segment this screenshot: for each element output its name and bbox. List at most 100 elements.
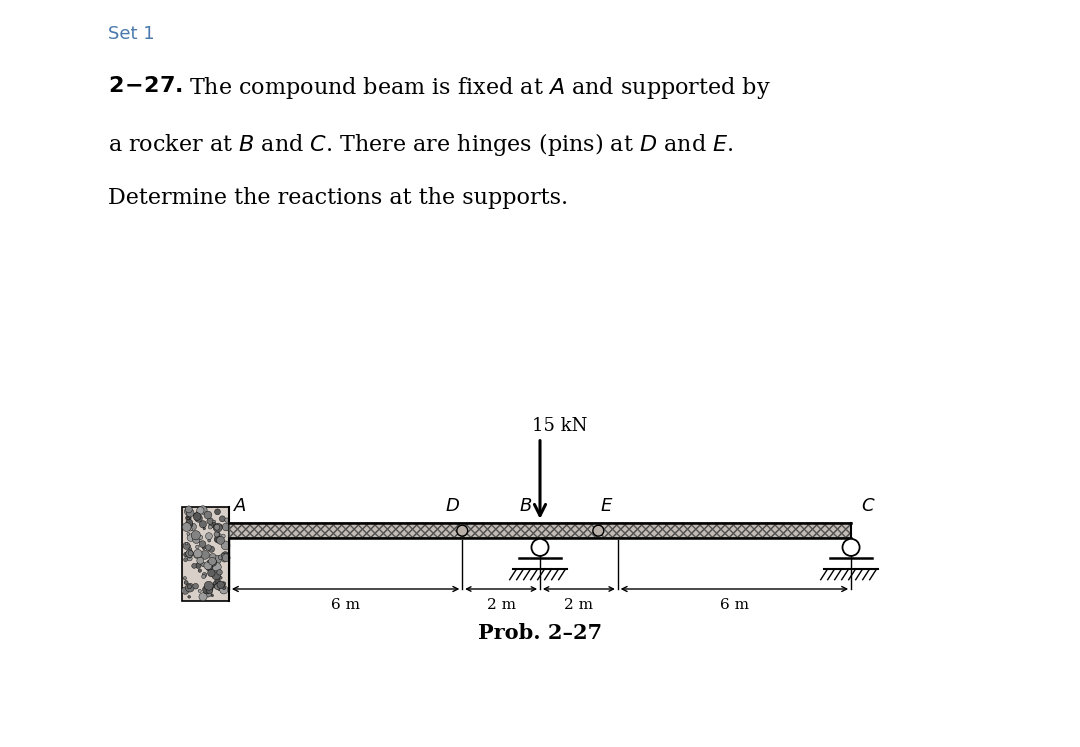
Circle shape xyxy=(214,524,220,530)
Circle shape xyxy=(181,587,189,595)
Text: $A$: $A$ xyxy=(233,497,247,515)
Circle shape xyxy=(205,545,212,551)
Circle shape xyxy=(191,530,201,540)
Circle shape xyxy=(204,562,212,570)
Circle shape xyxy=(188,551,193,556)
Circle shape xyxy=(186,509,194,517)
Circle shape xyxy=(203,586,211,594)
Circle shape xyxy=(202,574,205,578)
Circle shape xyxy=(186,506,192,513)
Circle shape xyxy=(214,532,219,537)
Circle shape xyxy=(187,533,190,536)
Circle shape xyxy=(221,557,227,562)
Circle shape xyxy=(184,577,187,580)
Circle shape xyxy=(200,521,206,528)
Circle shape xyxy=(186,550,193,557)
Text: 15 kN: 15 kN xyxy=(532,417,588,435)
Circle shape xyxy=(207,539,211,542)
Circle shape xyxy=(201,562,205,567)
Text: 2 m: 2 m xyxy=(565,598,593,612)
Circle shape xyxy=(214,536,221,543)
Circle shape xyxy=(189,523,197,530)
Circle shape xyxy=(531,539,549,556)
Circle shape xyxy=(208,518,212,522)
Circle shape xyxy=(193,536,200,542)
Circle shape xyxy=(189,548,192,551)
Circle shape xyxy=(213,522,215,525)
Circle shape xyxy=(218,588,220,591)
Circle shape xyxy=(221,534,226,539)
Circle shape xyxy=(188,523,192,527)
Circle shape xyxy=(215,532,220,537)
Circle shape xyxy=(192,536,200,544)
Text: 6 m: 6 m xyxy=(720,598,748,612)
Circle shape xyxy=(206,565,213,571)
Circle shape xyxy=(225,518,229,522)
Circle shape xyxy=(195,515,198,517)
Circle shape xyxy=(183,542,190,549)
Circle shape xyxy=(217,569,222,575)
Circle shape xyxy=(203,527,205,530)
Bar xyxy=(183,507,229,601)
Circle shape xyxy=(217,524,222,530)
Circle shape xyxy=(204,511,212,519)
Circle shape xyxy=(221,541,230,550)
Circle shape xyxy=(186,519,192,526)
Circle shape xyxy=(183,523,191,532)
Circle shape xyxy=(219,586,228,594)
Text: $\mathbf{2\!-\!27.}$: $\mathbf{2\!-\!27.}$ xyxy=(108,75,183,96)
Circle shape xyxy=(212,562,221,571)
Circle shape xyxy=(207,560,210,562)
Circle shape xyxy=(193,513,197,517)
Circle shape xyxy=(195,545,199,549)
Circle shape xyxy=(186,542,188,545)
Circle shape xyxy=(222,554,230,562)
Circle shape xyxy=(187,556,192,561)
Circle shape xyxy=(201,551,210,560)
Circle shape xyxy=(215,509,220,515)
Circle shape xyxy=(184,552,188,557)
Circle shape xyxy=(215,583,220,589)
Circle shape xyxy=(208,557,216,565)
Circle shape xyxy=(213,582,216,585)
Circle shape xyxy=(188,595,190,598)
Circle shape xyxy=(217,581,225,589)
Circle shape xyxy=(593,525,604,536)
Circle shape xyxy=(185,508,192,515)
Text: 6 m: 6 m xyxy=(332,598,360,612)
Circle shape xyxy=(210,522,215,528)
Circle shape xyxy=(198,569,202,572)
Circle shape xyxy=(198,589,201,592)
Circle shape xyxy=(193,583,199,589)
Text: 2 m: 2 m xyxy=(487,598,515,612)
Circle shape xyxy=(208,558,217,566)
Circle shape xyxy=(221,552,229,560)
Circle shape xyxy=(188,554,192,558)
Circle shape xyxy=(187,517,189,520)
Circle shape xyxy=(188,523,191,526)
Circle shape xyxy=(204,581,213,590)
Circle shape xyxy=(212,584,215,588)
Text: The compound beam is fixed at $A$ and supported by: The compound beam is fixed at $A$ and su… xyxy=(189,75,771,101)
Circle shape xyxy=(202,572,207,577)
Circle shape xyxy=(204,589,212,597)
Circle shape xyxy=(213,523,222,532)
Text: $B$: $B$ xyxy=(518,497,531,515)
Circle shape xyxy=(186,550,193,557)
Circle shape xyxy=(186,515,191,521)
Circle shape xyxy=(193,549,202,558)
Circle shape xyxy=(219,516,226,522)
Text: a rocker at $B$ and $C$. There are hinges (pins) at $D$ and $E$.: a rocker at $B$ and $C$. There are hinge… xyxy=(108,131,733,158)
Circle shape xyxy=(207,518,214,524)
Circle shape xyxy=(194,515,202,522)
Circle shape xyxy=(189,552,193,556)
Circle shape xyxy=(215,578,220,584)
Circle shape xyxy=(195,562,201,568)
Circle shape xyxy=(219,577,222,579)
Circle shape xyxy=(206,587,213,594)
Circle shape xyxy=(208,525,212,529)
Text: $C$: $C$ xyxy=(861,497,875,515)
Circle shape xyxy=(199,541,206,548)
Circle shape xyxy=(199,506,207,514)
Circle shape xyxy=(213,555,221,564)
